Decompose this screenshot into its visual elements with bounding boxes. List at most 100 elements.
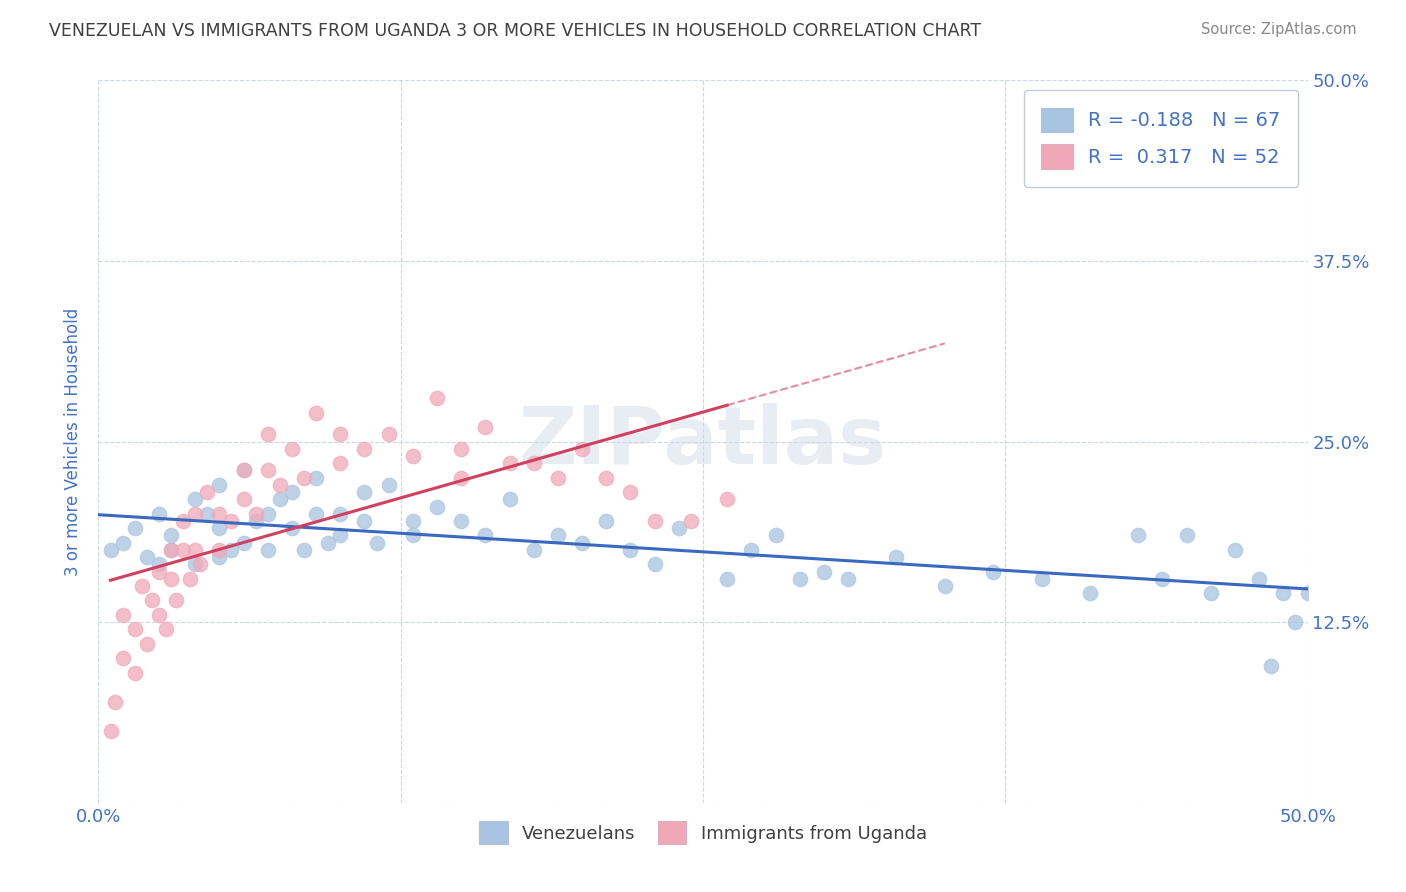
Point [547,470,569,484]
Point [100,542,122,557]
Point [1272,586,1295,600]
Point [1078,586,1101,600]
Point [1223,542,1246,557]
Point [184,492,207,507]
Point [256,542,278,557]
Point [245,514,267,528]
Point [1175,528,1198,542]
Point [329,456,352,470]
Point [208,550,231,565]
Point [184,542,207,557]
Point [232,535,254,549]
Point [619,485,641,500]
Point [498,492,520,507]
Point [160,542,183,557]
Point [124,521,146,535]
Point [111,651,134,665]
Point [148,565,170,579]
Point [1199,586,1222,600]
Point [1152,572,1174,586]
Point [329,427,352,442]
Point [934,579,956,593]
Point [353,485,375,500]
Point [232,463,254,477]
Point [179,572,201,586]
Point [100,723,122,738]
Point [232,492,254,507]
Point [426,500,449,514]
Point [184,507,207,521]
Point [124,665,146,680]
Point [269,492,291,507]
Point [148,607,170,622]
Point [450,514,472,528]
Point [571,535,593,549]
Point [571,442,593,456]
Point [208,542,231,557]
Point [111,535,134,549]
Point [124,623,146,637]
Point [644,558,666,572]
Point [595,514,617,528]
Point [366,535,388,549]
Point [221,514,243,528]
Point [377,427,399,442]
Legend: Venezuelans, Immigrants from Uganda: Venezuelans, Immigrants from Uganda [464,806,942,859]
Point [281,521,304,535]
Point [474,420,496,434]
Text: ZIPatlas: ZIPatlas [519,402,887,481]
Point [172,514,194,528]
Point [716,572,738,586]
Point [281,485,304,500]
Text: Source: ZipAtlas.com: Source: ZipAtlas.com [1201,22,1357,37]
Point [184,558,207,572]
Point [256,463,278,477]
Point [292,542,315,557]
Point [402,449,425,463]
Point [886,550,908,565]
Point [329,528,352,542]
Point [305,507,328,521]
Point [208,521,231,535]
Point [305,406,328,420]
Point [135,637,157,651]
Point [668,521,690,535]
Point [135,550,157,565]
Point [450,442,472,456]
Point [195,507,218,521]
Point [208,478,231,492]
Point [232,463,254,477]
Point [716,492,738,507]
Point [426,391,449,405]
Point [316,535,339,549]
Point [188,558,211,572]
Point [644,514,666,528]
Point [740,542,762,557]
Point [305,470,328,484]
Point [208,507,231,521]
Point [256,427,278,442]
Y-axis label: 3 or more Vehicles in Household: 3 or more Vehicles in Household [65,308,83,575]
Point [679,514,702,528]
Point [353,442,375,456]
Point [160,572,183,586]
Point [789,572,811,586]
Point [141,593,163,607]
Point [402,514,425,528]
Point [104,695,127,709]
Point [595,470,617,484]
Point [111,607,134,622]
Point [269,478,291,492]
Point [474,528,496,542]
Point [1260,658,1282,673]
Point [195,485,218,500]
Point [1249,572,1271,586]
Point [172,542,194,557]
Text: VENEZUELAN VS IMMIGRANTS FROM UGANDA 3 OR MORE VEHICLES IN HOUSEHOLD CORRELATION: VENEZUELAN VS IMMIGRANTS FROM UGANDA 3 O… [49,22,981,40]
Point [329,507,352,521]
Point [353,514,375,528]
Point [165,593,187,607]
Point [160,542,183,557]
Point [377,478,399,492]
Point [450,470,472,484]
